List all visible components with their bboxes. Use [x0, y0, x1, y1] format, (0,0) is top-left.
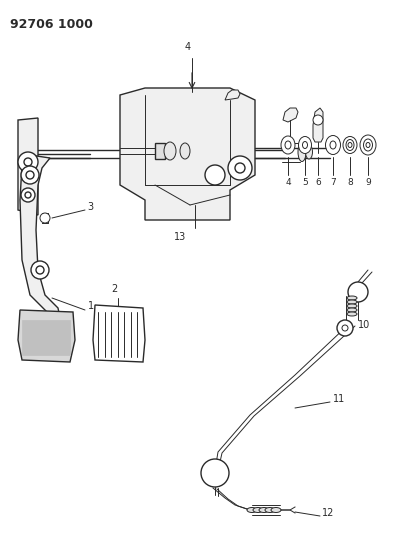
- Text: 11: 11: [333, 394, 345, 404]
- Polygon shape: [120, 88, 255, 220]
- Text: 4: 4: [185, 42, 191, 52]
- Polygon shape: [20, 155, 60, 320]
- Polygon shape: [155, 143, 165, 159]
- Ellipse shape: [164, 142, 176, 160]
- Circle shape: [201, 459, 229, 487]
- Polygon shape: [313, 108, 323, 142]
- Ellipse shape: [347, 296, 357, 300]
- Ellipse shape: [180, 143, 190, 159]
- Ellipse shape: [346, 140, 354, 150]
- Ellipse shape: [364, 139, 373, 151]
- Text: 12: 12: [322, 508, 335, 518]
- Circle shape: [24, 158, 32, 166]
- Text: 8: 8: [347, 178, 353, 187]
- Text: 6: 6: [315, 178, 321, 187]
- Ellipse shape: [366, 142, 370, 148]
- Text: 4: 4: [285, 178, 291, 187]
- Text: 13: 13: [174, 232, 186, 242]
- Polygon shape: [18, 118, 38, 215]
- Ellipse shape: [298, 142, 306, 161]
- Circle shape: [313, 115, 323, 125]
- Circle shape: [21, 188, 35, 202]
- Circle shape: [31, 261, 49, 279]
- Ellipse shape: [253, 507, 263, 513]
- Ellipse shape: [347, 300, 357, 304]
- Ellipse shape: [271, 507, 281, 513]
- Text: 1: 1: [88, 301, 94, 311]
- Circle shape: [342, 325, 348, 331]
- Ellipse shape: [281, 136, 295, 154]
- Polygon shape: [22, 320, 70, 355]
- Circle shape: [25, 192, 31, 198]
- Ellipse shape: [347, 304, 357, 308]
- Ellipse shape: [247, 507, 257, 513]
- Ellipse shape: [259, 507, 269, 513]
- Text: 3: 3: [87, 202, 93, 212]
- Circle shape: [348, 282, 368, 302]
- Text: 2: 2: [111, 284, 117, 294]
- Ellipse shape: [265, 507, 275, 513]
- Polygon shape: [225, 90, 240, 100]
- Ellipse shape: [360, 135, 376, 155]
- Ellipse shape: [347, 308, 357, 312]
- Text: 5: 5: [302, 178, 308, 187]
- Polygon shape: [283, 108, 298, 122]
- Circle shape: [36, 266, 44, 274]
- Ellipse shape: [326, 135, 341, 155]
- Circle shape: [21, 166, 39, 184]
- Circle shape: [337, 320, 353, 336]
- Text: 10: 10: [358, 320, 370, 330]
- Circle shape: [205, 165, 225, 185]
- Ellipse shape: [285, 141, 291, 149]
- Circle shape: [235, 163, 245, 173]
- Circle shape: [18, 152, 38, 172]
- Ellipse shape: [305, 145, 313, 159]
- Circle shape: [40, 213, 50, 223]
- Ellipse shape: [348, 142, 352, 148]
- Text: 7: 7: [330, 178, 336, 187]
- Ellipse shape: [330, 141, 336, 149]
- Ellipse shape: [347, 312, 357, 316]
- Ellipse shape: [298, 136, 311, 154]
- Text: 9: 9: [365, 178, 371, 187]
- Text: 92706 1000: 92706 1000: [10, 18, 93, 31]
- Ellipse shape: [303, 141, 307, 149]
- Polygon shape: [18, 310, 75, 362]
- Polygon shape: [93, 305, 145, 362]
- Circle shape: [228, 156, 252, 180]
- Ellipse shape: [343, 136, 357, 154]
- Circle shape: [26, 171, 34, 179]
